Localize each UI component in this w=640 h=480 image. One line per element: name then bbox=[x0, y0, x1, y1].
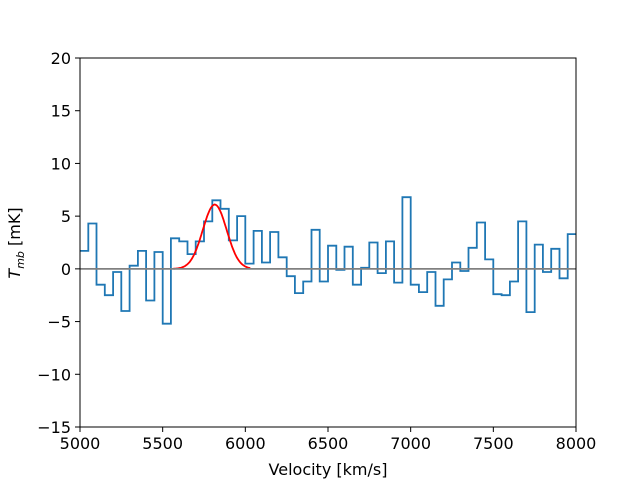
x-tick-label: 5000 bbox=[60, 434, 101, 453]
y-axis-label-sub: mb bbox=[14, 251, 27, 269]
y-tick-label: 5 bbox=[61, 207, 71, 226]
x-tick-label: 6500 bbox=[308, 434, 349, 453]
x-tick-label: 7500 bbox=[473, 434, 514, 453]
plot-frame bbox=[79, 57, 577, 428]
y-tick-label: 20 bbox=[51, 49, 71, 68]
y-tick-label: 0 bbox=[61, 260, 71, 279]
x-tick-label: 6000 bbox=[225, 434, 266, 453]
plot-area bbox=[80, 196, 576, 325]
y-axis-label: Tmb [mK] bbox=[5, 207, 27, 278]
spectrum-step-line bbox=[80, 196, 576, 325]
y-axis-label-unit: [mK] bbox=[5, 207, 24, 251]
x-tick-label: 7000 bbox=[390, 434, 431, 453]
y-tick-label: −15 bbox=[37, 418, 71, 437]
y-tick-label: −5 bbox=[47, 313, 71, 332]
x-tick-label: 5500 bbox=[142, 434, 183, 453]
axes: 5000 5500 6000 6500 7000 7500 8000 −15 −10 −5 0 5 10… bbox=[37, 49, 596, 453]
x-axis-label: Velocity [km/s] bbox=[269, 460, 388, 479]
gaussian-fit-line bbox=[173, 203, 251, 270]
y-tick-label: 10 bbox=[51, 154, 71, 173]
y-tick-label: 15 bbox=[51, 102, 71, 121]
x-tick-label: 8000 bbox=[556, 434, 597, 453]
y-axis-label-main: T bbox=[5, 268, 24, 279]
y-tick-label: −10 bbox=[37, 365, 71, 384]
